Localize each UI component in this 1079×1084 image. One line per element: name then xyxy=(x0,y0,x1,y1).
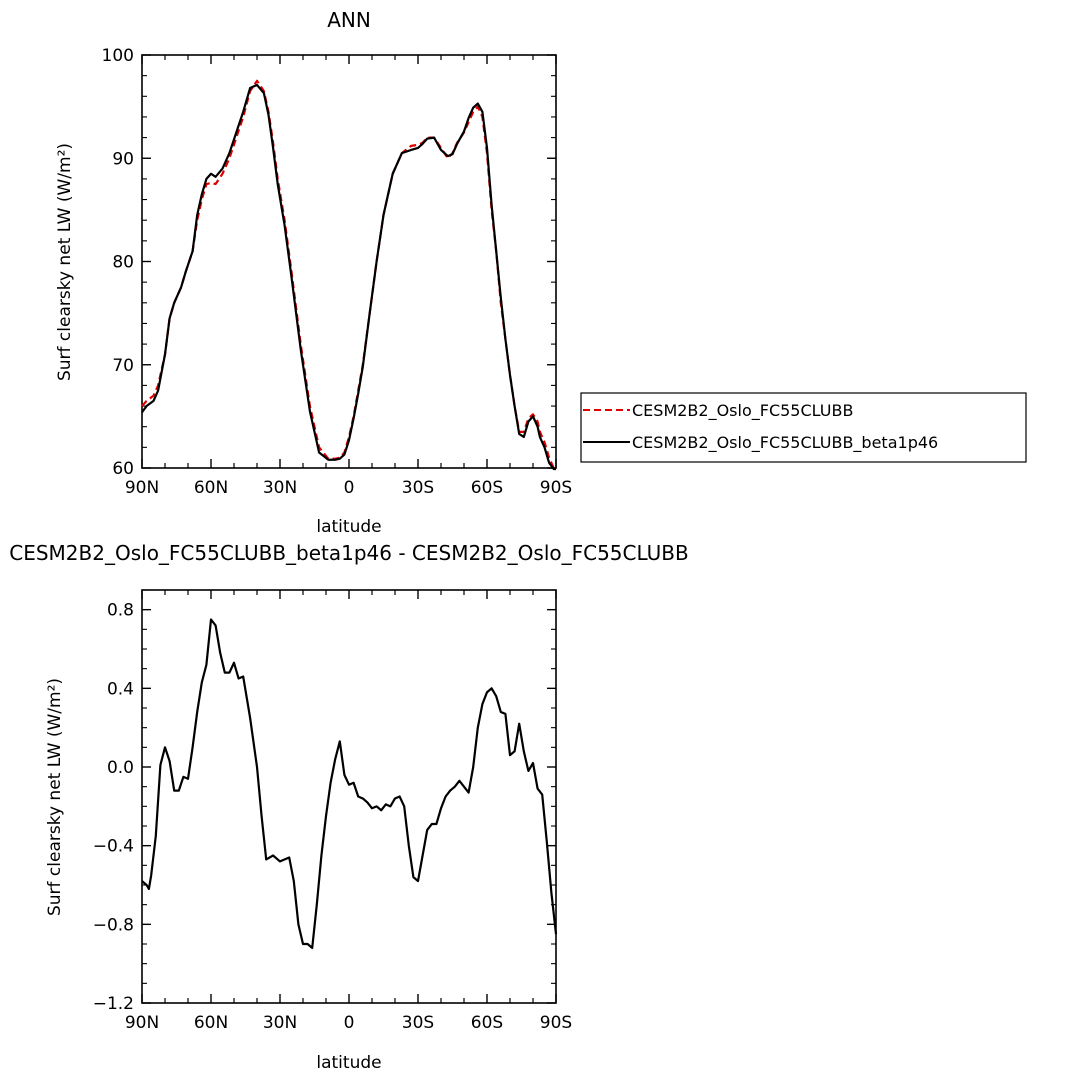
y-tick-label: −0.4 xyxy=(93,837,134,857)
x-tick-label: 30N xyxy=(263,478,297,498)
legend: CESM2B2_Oslo_FC55CLUBB CESM2B2_Oslo_FC55… xyxy=(580,392,1027,463)
x-tick-label: 30S xyxy=(402,478,434,498)
y-tick-label: 60 xyxy=(112,459,134,479)
panel-bottom-chart: CESM2B2_Oslo_FC55CLUBB_beta1p46 - CESM2B… xyxy=(9,541,688,1073)
x-tick-label: 0 xyxy=(344,478,355,498)
x-tick-label: 90S xyxy=(540,478,572,498)
axis-ticks: 90N 60N 30N 0 30S 60S 90S −1.2 −0.8 −0.4 0.0 0.4 0.8 xyxy=(93,589,572,1033)
plot-frame xyxy=(141,589,557,1004)
y-tick-label: 100 xyxy=(102,46,134,66)
x-axis-label: latitude xyxy=(316,517,381,537)
x-tick-label: 30S xyxy=(402,1013,434,1033)
legend-label-series-2: CESM2B2_Oslo_FC55CLUBB_beta1p46 xyxy=(632,433,938,453)
y-tick-label: 0.0 xyxy=(107,758,134,778)
y-tick-label: −1.2 xyxy=(93,994,134,1014)
y-tick-label: 0.4 xyxy=(107,679,134,699)
legend-label-series-1: CESM2B2_Oslo_FC55CLUBB xyxy=(632,401,853,421)
x-tick-label: 60S xyxy=(471,478,503,498)
x-tick-label: 90N xyxy=(125,1013,159,1033)
series-group xyxy=(141,618,558,950)
x-axis-label: latitude xyxy=(316,1053,381,1073)
y-tick-label: −0.8 xyxy=(93,915,134,935)
series-line-2 xyxy=(141,83,556,471)
x-tick-label: 60N xyxy=(194,478,228,498)
y-tick-label: 70 xyxy=(112,356,134,376)
x-tick-label: 0 xyxy=(344,1013,355,1033)
series-group xyxy=(141,79,556,471)
y-tick-label: 0.8 xyxy=(107,601,134,621)
x-tick-label: 60S xyxy=(471,1013,503,1033)
panel-top-chart: ANN 90N 60N 30N 0 30S 60S 90S 60 70 80 90 100 latit… xyxy=(55,8,1027,537)
axis-ticks: 90N 60N 30N 0 30S 60S 90S 60 70 80 90 100 xyxy=(102,46,573,498)
y-tick-label: 80 xyxy=(112,253,134,273)
y-axis-label: Surf clearsky net LW (W/m²) xyxy=(55,143,75,381)
series-line-1 xyxy=(141,618,558,950)
x-tick-label: 90S xyxy=(540,1013,572,1033)
x-tick-label: 60N xyxy=(194,1013,228,1033)
x-tick-label: 90N xyxy=(125,478,159,498)
y-tick-label: 90 xyxy=(112,149,134,169)
plot-frame xyxy=(141,54,557,469)
series-line-1 xyxy=(141,79,556,470)
x-tick-label: 30N xyxy=(263,1013,297,1033)
y-axis-label: Surf clearsky net LW (W/m²) xyxy=(45,678,65,916)
legend-box xyxy=(580,392,1027,463)
chart-title: ANN xyxy=(327,8,371,32)
chart-title-difference: CESM2B2_Oslo_FC55CLUBB_beta1p46 - CESM2B… xyxy=(9,541,688,565)
